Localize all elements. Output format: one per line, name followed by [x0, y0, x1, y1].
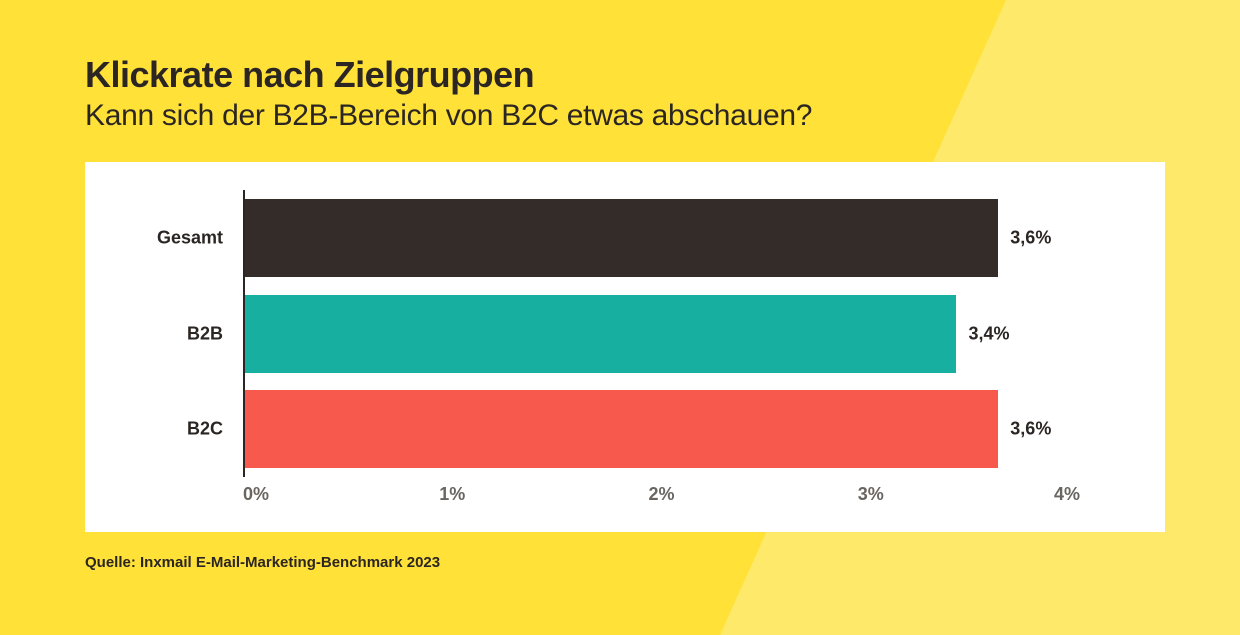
chart-card: Gesamt3,6%B2B3,4%B2C3,6% 0%1%2%3%4%: [85, 162, 1165, 532]
bar-row: Gesamt3,6%: [243, 199, 1080, 277]
bar: [245, 295, 956, 373]
bar-value-label: 3,4%: [968, 323, 1009, 344]
bar-row: B2B3,4%: [243, 295, 1080, 373]
bar-value-label: 3,6%: [1010, 227, 1051, 248]
category-label: Gesamt: [157, 227, 223, 248]
bar-value-label: 3,6%: [1010, 419, 1051, 440]
plot-area: Gesamt3,6% B2B3,4% B2C3,6%: [243, 190, 1080, 477]
x-axis-tick: 4%: [1054, 484, 1080, 505]
source-attribution: Quelle: Inxmail E-Mail-Marketing-Benchma…: [85, 554, 1165, 571]
x-axis-tick: 0%: [243, 484, 269, 505]
x-axis: 0% 1% 2% 3% 4%: [243, 484, 1080, 514]
chart-subtitle: Kann sich der B2B-Bereich von B2C etwas …: [85, 97, 1165, 135]
bar-row: B2C3,6%: [243, 390, 1080, 468]
chart-title: Klickrate nach Zielgruppen: [85, 55, 1165, 95]
infographic-canvas: Klickrate nach Zielgruppen Kann sich der…: [0, 0, 1240, 635]
bar: [245, 390, 998, 468]
category-label: B2C: [187, 419, 223, 440]
bar: [245, 199, 998, 277]
bars-container: Gesamt3,6% B2B3,4% B2C3,6%: [243, 190, 1080, 477]
category-label: B2B: [187, 323, 223, 344]
x-axis-tick: 1%: [439, 484, 465, 505]
x-axis-tick: 2%: [648, 484, 674, 505]
content-area: Klickrate nach Zielgruppen Kann sich der…: [0, 0, 1240, 635]
x-axis-tick: 3%: [858, 484, 884, 505]
